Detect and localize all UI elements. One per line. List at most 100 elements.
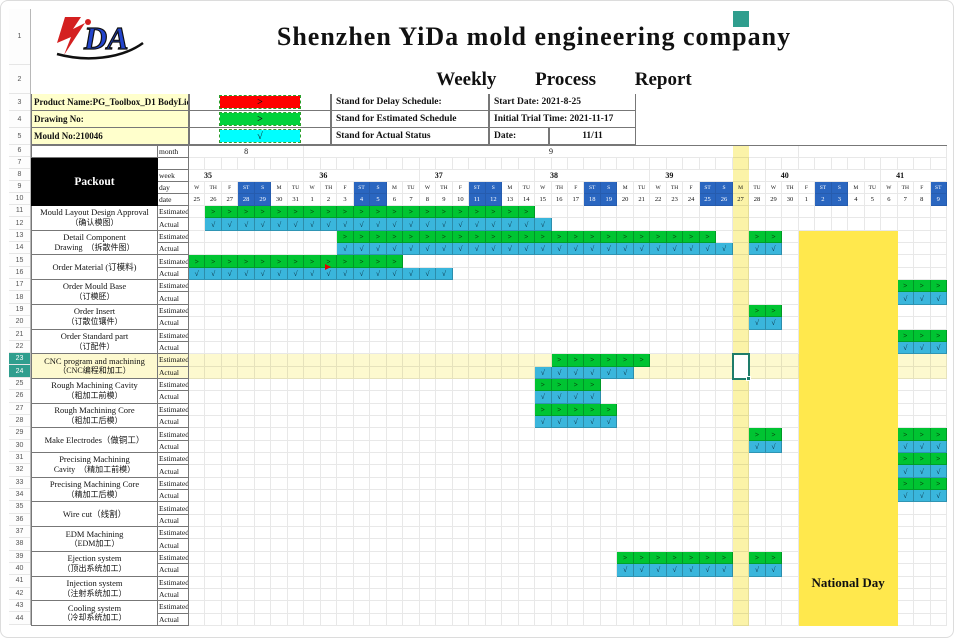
grid-cell[interactable] bbox=[189, 304, 206, 318]
grid-cell[interactable] bbox=[617, 477, 634, 491]
grid-cell[interactable] bbox=[205, 391, 222, 404]
grid-cell[interactable] bbox=[600, 255, 618, 268]
grid-cell[interactable] bbox=[469, 527, 486, 540]
grid-cell[interactable] bbox=[320, 551, 338, 565]
grid-cell[interactable] bbox=[567, 613, 585, 626]
grid-cell[interactable] bbox=[683, 415, 700, 429]
grid-cell[interactable] bbox=[386, 490, 404, 503]
grid-cell[interactable] bbox=[650, 403, 667, 416]
bar-cell-estimated[interactable]: > bbox=[353, 230, 371, 244]
grid-cell[interactable] bbox=[551, 465, 568, 478]
grid-cell[interactable] bbox=[254, 280, 272, 293]
grid-cell[interactable] bbox=[370, 588, 387, 602]
grid-cell[interactable] bbox=[304, 551, 321, 565]
grid-cell[interactable] bbox=[221, 230, 239, 244]
grid-cell[interactable] bbox=[567, 551, 585, 565]
grid-cell[interactable] bbox=[189, 502, 206, 515]
grid-cell[interactable] bbox=[535, 588, 552, 602]
grid-cell[interactable] bbox=[551, 304, 568, 318]
grid-cell[interactable] bbox=[765, 490, 783, 503]
grid-cell[interactable] bbox=[337, 378, 354, 392]
grid-cell[interactable] bbox=[617, 341, 634, 355]
grid-cell[interactable] bbox=[205, 514, 222, 528]
grid-cell[interactable] bbox=[304, 465, 321, 478]
grid-cell[interactable] bbox=[353, 477, 371, 491]
grid-cell[interactable] bbox=[304, 292, 321, 305]
grid-cell[interactable] bbox=[320, 527, 338, 540]
grid-cell[interactable] bbox=[353, 378, 371, 392]
grid-cell[interactable] bbox=[238, 502, 255, 515]
grid-cell[interactable] bbox=[502, 366, 519, 379]
grid-cell[interactable] bbox=[732, 453, 750, 466]
grid-cell[interactable] bbox=[551, 206, 568, 219]
grid-cell[interactable] bbox=[386, 576, 404, 589]
grid-cell[interactable] bbox=[749, 329, 766, 342]
grid-cell[interactable] bbox=[650, 527, 667, 540]
grid-cell[interactable] bbox=[353, 588, 371, 602]
grid-cell[interactable] bbox=[666, 428, 684, 441]
bar-cell-estimated[interactable]: > bbox=[897, 477, 915, 491]
bar-cell-estimated[interactable]: > bbox=[617, 354, 634, 367]
grid-cell[interactable] bbox=[320, 378, 338, 392]
grid-cell[interactable] bbox=[287, 440, 305, 454]
grid-cell[interactable] bbox=[930, 576, 947, 589]
grid-cell[interactable] bbox=[650, 415, 667, 429]
grid-cell[interactable] bbox=[304, 527, 321, 540]
spacer-cell[interactable] bbox=[897, 158, 915, 170]
grid-cell[interactable] bbox=[551, 588, 568, 602]
date-cell[interactable]: 12 bbox=[485, 194, 503, 206]
bar-cell-estimated[interactable]: > bbox=[584, 403, 601, 416]
grid-cell[interactable] bbox=[189, 490, 206, 503]
grid-cell[interactable] bbox=[271, 329, 288, 342]
grid-cell[interactable] bbox=[320, 304, 338, 318]
spacer-cell[interactable] bbox=[848, 158, 865, 170]
grid-cell[interactable] bbox=[304, 514, 321, 528]
grid-cell[interactable] bbox=[469, 341, 486, 355]
grid-cell[interactable] bbox=[535, 280, 552, 293]
bar-cell-actual[interactable]: √ bbox=[914, 440, 931, 454]
grid-cell[interactable] bbox=[221, 329, 239, 342]
grid-cell[interactable] bbox=[930, 502, 947, 515]
grid-cell[interactable] bbox=[765, 391, 783, 404]
grid-cell[interactable] bbox=[518, 502, 536, 515]
grid-cell[interactable] bbox=[320, 601, 338, 614]
grid-cell[interactable] bbox=[403, 465, 420, 478]
spacer-cell[interactable] bbox=[600, 158, 618, 170]
grid-cell[interactable] bbox=[254, 588, 272, 602]
grid-cell[interactable] bbox=[551, 329, 568, 342]
grid-cell[interactable] bbox=[518, 391, 536, 404]
grid-cell[interactable] bbox=[436, 354, 453, 367]
row-number[interactable]: 40 bbox=[9, 562, 30, 576]
grid-cell[interactable] bbox=[683, 514, 700, 528]
grid-cell[interactable] bbox=[189, 292, 206, 305]
task-name-cell[interactable]: Ejection system （顶出系统加工） bbox=[31, 551, 158, 577]
grid-cell[interactable] bbox=[914, 588, 931, 602]
grid-cell[interactable] bbox=[798, 218, 816, 231]
grid-cell[interactable] bbox=[320, 391, 338, 404]
grid-cell[interactable] bbox=[633, 465, 651, 478]
grid-cell[interactable] bbox=[419, 292, 437, 305]
grid-cell[interactable] bbox=[914, 366, 931, 379]
grid-cell[interactable] bbox=[749, 613, 766, 626]
grid-cell[interactable] bbox=[848, 218, 865, 231]
bar-cell-actual[interactable]: √ bbox=[452, 243, 470, 256]
row-type-label-estimated[interactable]: Estimated bbox=[158, 403, 189, 416]
grid-cell[interactable] bbox=[485, 576, 503, 589]
grid-cell[interactable] bbox=[699, 366, 717, 379]
grid-cell[interactable] bbox=[732, 613, 750, 626]
grid-cell[interactable] bbox=[238, 490, 255, 503]
bar-cell-actual[interactable]: √ bbox=[584, 243, 601, 256]
grid-cell[interactable] bbox=[699, 280, 717, 293]
row-type-label-estimated[interactable]: Estimated bbox=[158, 304, 189, 318]
grid-cell[interactable] bbox=[287, 341, 305, 355]
bar-cell-actual[interactable]: √ bbox=[386, 267, 404, 281]
grid-cell[interactable] bbox=[469, 613, 486, 626]
grid-cell[interactable] bbox=[221, 317, 239, 330]
spacer-cell[interactable] bbox=[881, 158, 898, 170]
grid-cell[interactable] bbox=[666, 490, 684, 503]
grid-cell[interactable] bbox=[930, 206, 947, 219]
bar-cell-estimated[interactable]: > bbox=[567, 378, 585, 392]
grid-cell[interactable] bbox=[633, 527, 651, 540]
bar-cell-estimated[interactable]: > bbox=[765, 230, 783, 244]
grid-cell[interactable] bbox=[683, 218, 700, 231]
